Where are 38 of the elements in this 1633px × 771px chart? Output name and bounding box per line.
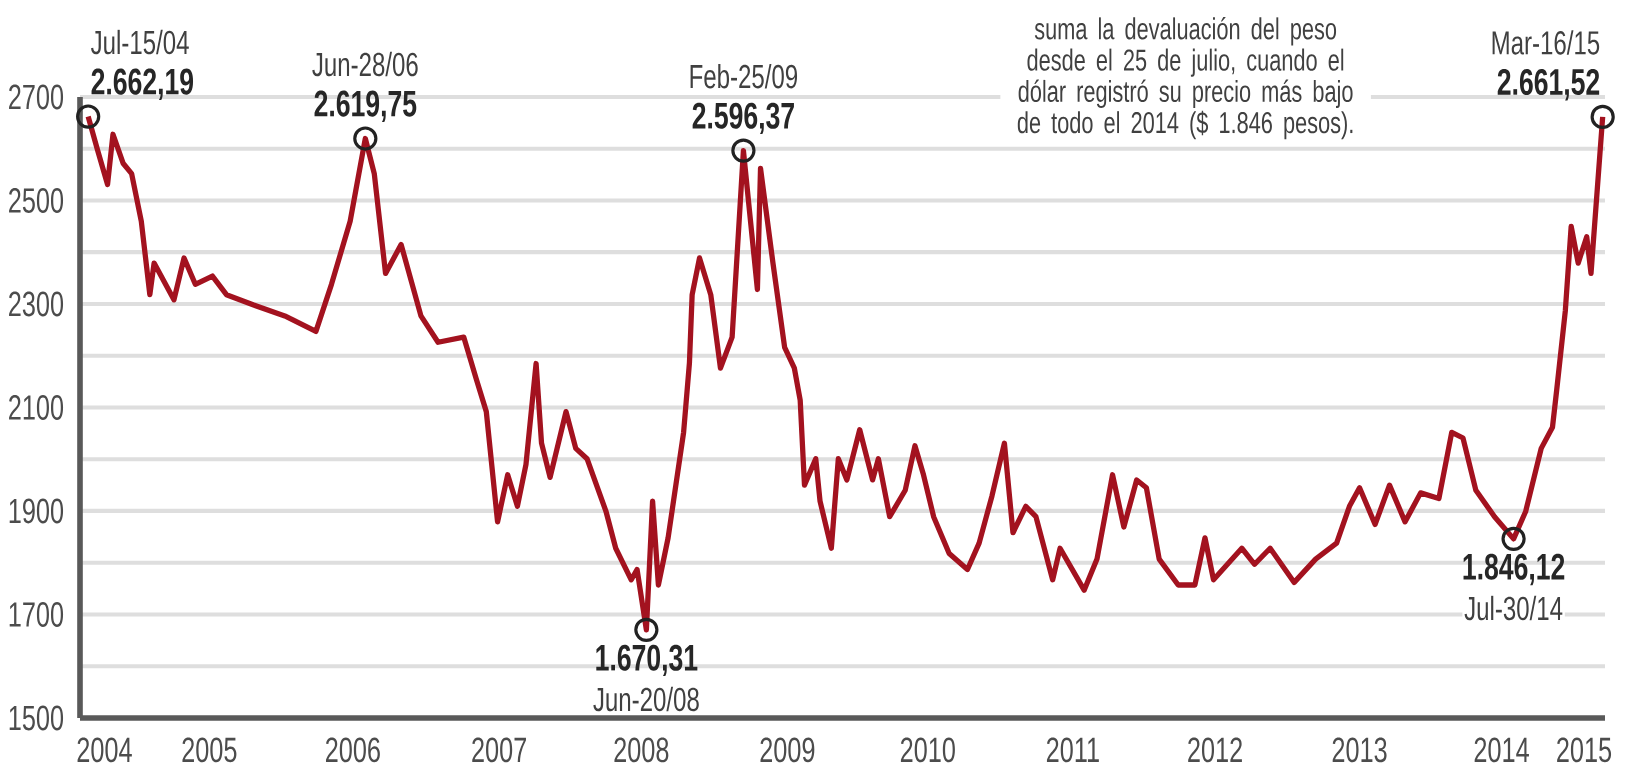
x-tick-label: 2004 <box>77 737 132 763</box>
x-tick-label: 2008 <box>614 737 669 763</box>
x-tick-label: 2006 <box>325 737 380 763</box>
y-tick-label: 2300 <box>9 291 64 317</box>
point <box>1590 104 1615 130</box>
x-tick-label: 2005 <box>182 737 237 763</box>
point <box>353 126 378 151</box>
y-tick-label: 1900 <box>9 498 64 524</box>
y-tick-label: 1500 <box>9 705 64 731</box>
x-tick-label: 2007 <box>472 737 526 763</box>
annotation: Jul-15/04 <box>91 29 189 55</box>
data-label: 1.670,31 <box>596 644 698 677</box>
y-tick-label: 1700 <box>9 602 64 627</box>
point <box>1501 526 1526 551</box>
annotation: Mar-16/15 <box>1492 30 1600 55</box>
x-tick-label: 2011 <box>1046 737 1099 763</box>
point <box>731 138 756 163</box>
x-tick-label: 2013 <box>1332 737 1387 763</box>
point <box>76 104 101 129</box>
data-label: 2.596,37 <box>692 102 794 135</box>
annotation: suma la devaluación del peso desde el 25 de julio, cuando el dólar registró su precio más bajo de todo el 2014 ($ 1.846 pesos). <box>1017 16 1353 140</box>
data-label: 1.846,12 <box>1463 553 1565 586</box>
data-label: 2.619,75 <box>314 90 417 123</box>
annotation: Jul-30/14 <box>1464 595 1563 621</box>
x-tick-label: 2010 <box>900 737 955 763</box>
data-label: 2.662,19 <box>91 68 194 101</box>
point <box>634 617 659 642</box>
y-tick-label: 2700 <box>9 84 64 110</box>
y-tick-label: 2100 <box>9 395 64 420</box>
y-tick-label: 2500 <box>9 188 64 213</box>
x-tick-label: 2009 <box>760 737 815 763</box>
annotation: Jun-28/06 <box>312 51 418 77</box>
data-label: 2.661,52 <box>1497 68 1600 101</box>
annotation: Feb-25/09 <box>690 63 798 89</box>
x-tick-label: 2014 <box>1474 737 1529 763</box>
x-tick-label: 2015 <box>1557 737 1612 763</box>
annotation: Jun-20/08 <box>593 686 699 712</box>
x-tick-label: 2012 <box>1188 737 1242 763</box>
